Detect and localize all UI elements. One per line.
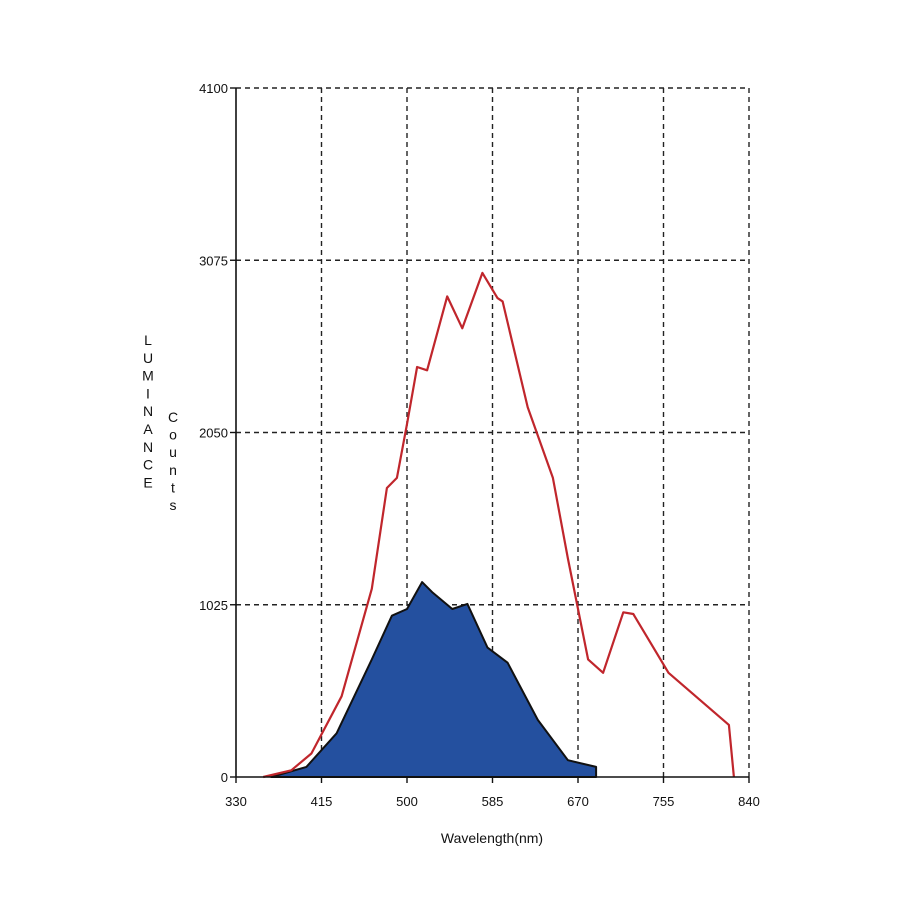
grid [236, 87, 750, 777]
series-line-red [262, 271, 735, 779]
y-tick-label: 4100 [199, 81, 228, 96]
x-tick-label: 500 [396, 794, 418, 809]
y-tick-label: 1025 [199, 598, 228, 613]
x-tick-labels: 330 415 500 585 670 755 840 [225, 794, 760, 809]
x-tick-label: 415 [311, 794, 333, 809]
series-layer [262, 271, 735, 779]
x-tick-label: 755 [653, 794, 675, 809]
x-tick-label: 585 [482, 794, 504, 809]
x-tick-label: 670 [567, 794, 589, 809]
x-tick-label: 840 [738, 794, 760, 809]
y-tick-label: 0 [221, 770, 228, 785]
x-tick-label: 330 [225, 794, 247, 809]
series-area-blue [270, 581, 598, 778]
y-tick-label: 2050 [199, 426, 228, 441]
axes [230, 87, 750, 783]
y-tick-label: 3075 [199, 253, 228, 268]
x-axis-title: Wavelength(nm) [441, 830, 543, 846]
y-tick-labels: 0 1025 2050 3075 4100 [199, 81, 228, 785]
